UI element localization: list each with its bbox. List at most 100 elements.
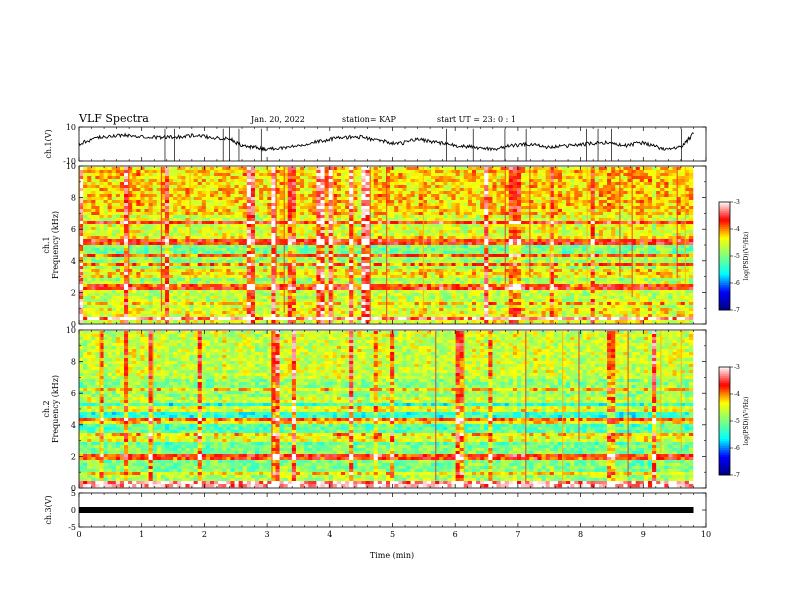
spectrogram-cell xyxy=(463,260,469,264)
spectrogram-cell xyxy=(574,221,579,225)
spectrogram-cell xyxy=(267,236,272,240)
spectrogram-cell xyxy=(95,233,100,237)
spectrogram-cell xyxy=(316,179,321,183)
spectrogram-cell xyxy=(230,221,235,225)
spectrogram-cell xyxy=(631,260,636,264)
spectrogram-cell xyxy=(447,230,452,234)
spectrogram-cell xyxy=(345,191,350,195)
spectrogram-cell xyxy=(197,170,203,174)
spectrogram-cell xyxy=(525,257,530,261)
spectrogram-cell xyxy=(553,200,559,204)
spectrogram-cell xyxy=(639,188,645,192)
spectrogram-cell xyxy=(250,197,256,201)
spectrogram-cell xyxy=(259,194,264,198)
spectrogram-cell xyxy=(156,254,162,258)
spectrogram-cell xyxy=(369,203,375,207)
spectrogram-cell xyxy=(443,182,448,186)
spectrogram-cell xyxy=(508,251,514,255)
spectrogram-cell xyxy=(295,191,301,195)
spectrogram-cell xyxy=(611,206,616,210)
spectrogram-cell xyxy=(463,224,469,228)
spectrogram-cell xyxy=(635,188,641,192)
spectrogram-cell xyxy=(201,236,207,240)
spectrogram-cell xyxy=(467,257,473,261)
spectrogram-cell xyxy=(418,191,424,195)
spectrogram-cell xyxy=(132,170,137,174)
spectrogram-cell xyxy=(267,242,272,246)
spectrogram-cell xyxy=(144,233,149,237)
spectrogram-cell xyxy=(508,167,514,171)
spectrogram-cell xyxy=(250,167,256,171)
spectrogram-cell xyxy=(688,254,694,258)
spectrogram-cell xyxy=(549,185,555,189)
spectrogram-cell xyxy=(398,209,403,213)
spectrogram-cell xyxy=(680,230,686,234)
spectrogram-cell xyxy=(148,257,153,261)
spectrogram-cell xyxy=(324,194,329,198)
spectrogram-cell xyxy=(607,206,612,210)
spectrogram-cell xyxy=(557,218,563,222)
spectrogram-cell xyxy=(594,254,600,258)
spectrogram-cell xyxy=(103,176,108,180)
spectrogram-cell xyxy=(144,215,149,219)
spectrogram-cell xyxy=(635,230,641,234)
spectrogram-cell xyxy=(189,260,194,264)
spectrogram-cell xyxy=(680,212,686,216)
spectrogram-cell xyxy=(353,194,358,198)
spectrogram-cell xyxy=(189,182,194,186)
spectrogram-cell xyxy=(455,206,460,210)
spectrogram-cell xyxy=(418,248,424,252)
spectrogram-cell xyxy=(291,197,297,201)
spectrogram-cell xyxy=(300,227,305,231)
spectrogram-cell xyxy=(242,173,248,177)
spectrogram-cell xyxy=(574,197,579,201)
spectrogram-cell xyxy=(664,236,669,240)
spectrogram-cell xyxy=(115,194,121,198)
spectrogram-cell xyxy=(238,242,244,246)
spectrogram-cell xyxy=(209,260,215,264)
spectrogram-cell xyxy=(169,218,174,222)
spectrogram-cell xyxy=(598,257,604,261)
spectrogram-cell xyxy=(275,209,280,213)
spectrogram-cell xyxy=(631,251,636,255)
spectrogram-cell xyxy=(635,245,641,249)
spectrogram-cell xyxy=(128,212,133,216)
spectrogram-cell xyxy=(418,218,424,222)
spectrogram-cell xyxy=(263,188,268,192)
spectrogram-cell xyxy=(578,215,583,219)
spectrogram-cell xyxy=(463,239,469,243)
spectrogram-cell xyxy=(353,206,358,210)
spectrogram-cell xyxy=(643,224,649,228)
spectrogram-cell xyxy=(410,212,415,216)
spectrogram-cell xyxy=(377,221,383,225)
spectrogram-cell xyxy=(173,179,178,183)
spectrogram-cell xyxy=(496,230,501,234)
spectrogram-cell xyxy=(226,245,231,249)
spectrogram-cell xyxy=(164,200,170,204)
spectrogram-cell xyxy=(447,209,452,213)
spectrogram-cell xyxy=(512,170,518,174)
spectrogram-cell xyxy=(656,224,661,228)
spectrogram-cell xyxy=(377,227,383,231)
spectrogram-cell xyxy=(443,200,448,204)
spectrogram-cell xyxy=(255,167,260,171)
spectrogram-cell xyxy=(488,251,493,255)
spectrogram-cell xyxy=(287,209,293,213)
spectrogram-cell xyxy=(377,236,383,240)
spectrogram-cell xyxy=(295,179,301,183)
spectrogram-cell xyxy=(533,257,538,261)
spectrogram-cell xyxy=(332,248,338,252)
spectrogram-cell xyxy=(328,200,334,204)
spectrogram-cell xyxy=(201,206,207,210)
spectrogram-cell xyxy=(103,197,108,201)
spectrogram-cell xyxy=(574,242,579,246)
spectrogram-cell xyxy=(562,170,567,174)
spectrogram-cell xyxy=(476,182,481,186)
spectrogram-cell xyxy=(418,167,424,171)
spectrogram-cell xyxy=(562,185,567,189)
spectrogram-cell xyxy=(300,212,305,216)
spectrogram-cell xyxy=(394,194,399,198)
spectrogram-cell xyxy=(218,245,223,249)
spectrogram-cell xyxy=(140,227,145,231)
spectrogram-cell xyxy=(263,218,268,222)
